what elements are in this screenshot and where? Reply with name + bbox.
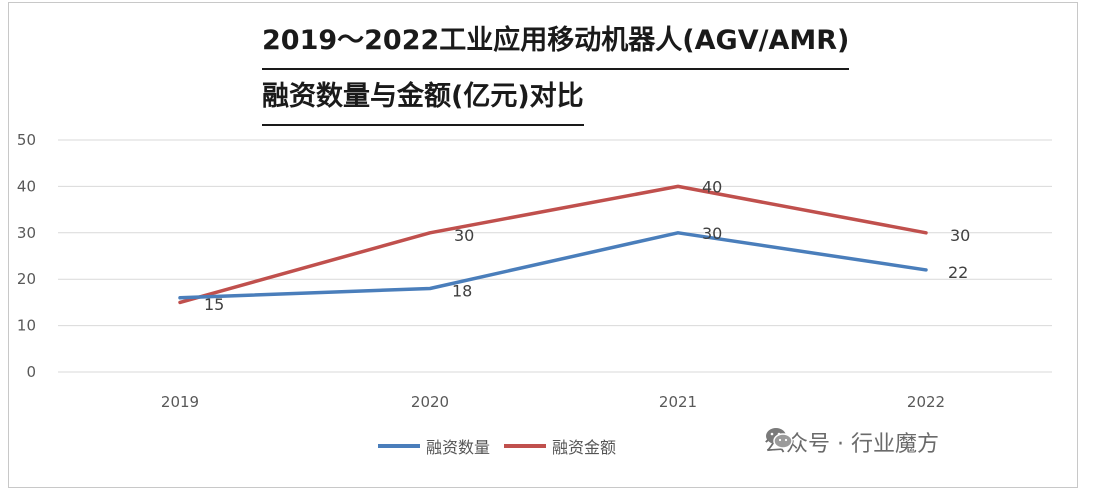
legend-swatch-count [378,444,420,448]
series-line-count [178,231,928,300]
chart-title-line1: 2019～2022工业应用移动机器人(AGV/AMR) [262,14,850,70]
series-line-amount [178,184,928,305]
y-axis-ticks: 0 10 20 30 40 50 [17,131,36,381]
data-label: 22 [948,263,968,282]
y-tick-label: 30 [17,224,36,242]
y-tick-label: 40 [17,177,36,195]
series-lines [178,184,928,305]
gridlines [58,139,1052,373]
legend: 融资数量 融资金额 [378,434,630,458]
data-label: 30 [950,226,970,245]
x-axis-ticks: 2019 2020 2021 2022 [161,393,945,411]
data-label: 18 [452,281,472,300]
data-label: 40 [702,177,722,196]
data-label: 30 [454,226,474,245]
chart-title-line2: 融资数量与金额(亿元)对比 [262,70,584,126]
y-tick-label: 20 [17,270,36,288]
watermark-text: 公众号 · 行业魔方 [764,432,939,457]
data-label: 30 [702,224,722,243]
x-tick-label: 2021 [659,393,697,411]
x-tick-label: 2022 [907,393,945,411]
wechat-icon [766,428,793,449]
chart-frame [8,2,1078,488]
y-tick-label: 50 [17,131,36,149]
data-label: 15 [204,295,224,314]
legend-label-count: 融资数量 [426,438,491,457]
legend-item-amount: 融资金额 [504,434,616,458]
legend-label-amount: 融资金额 [552,438,617,457]
y-tick-label: 0 [26,363,36,381]
x-tick-label: 2020 [411,393,449,411]
legend-item-count: 融资数量 [378,434,490,458]
chart-title: 2019～2022工业应用移动机器人(AGV/AMR) 融资数量与金额(亿元)对… [262,14,850,126]
y-tick-label: 10 [17,317,36,335]
data-labels: 15 18 30 22 30 40 30 [204,177,970,313]
watermark: 公众号 · 行业魔方 [764,426,939,458]
legend-swatch-amount [504,444,547,448]
x-tick-label: 2019 [161,393,199,411]
